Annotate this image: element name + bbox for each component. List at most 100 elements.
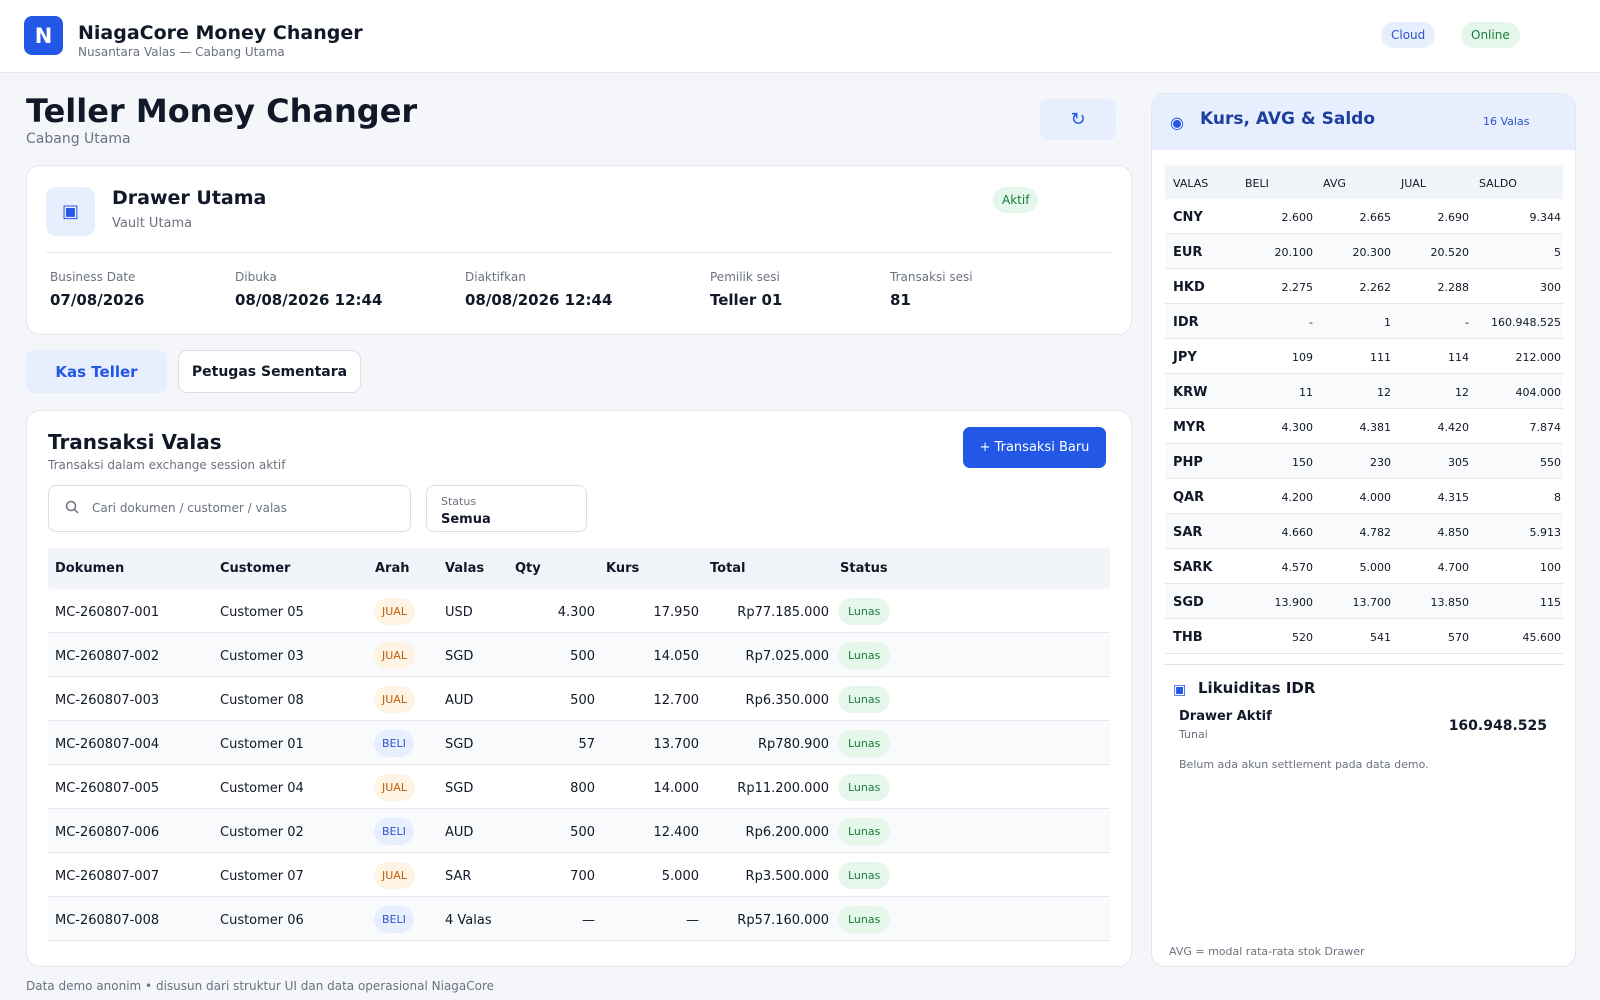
rate-balance: 160.948.525: [1491, 316, 1561, 329]
meta-label: Dibuka: [235, 270, 277, 284]
rate-row[interactable]: IDR - 1 - 160.948.525: [1165, 304, 1563, 339]
meta-label: Pemilik sesi: [710, 270, 780, 284]
table-row[interactable]: MC-260807-005 Customer 04 JUAL SGD 800 14.000…: [48, 765, 1110, 809]
column-header[interactable]: Status: [840, 561, 888, 576]
cell-customer: Customer 03: [220, 649, 304, 664]
rate-avg: 5.000: [1359, 561, 1392, 574]
rate-avg: 20.300: [1352, 246, 1392, 259]
rate-balance: 550: [1540, 456, 1561, 469]
cell-total: Rp780.900: [757, 737, 829, 752]
table-row[interactable]: MC-260807-007 Customer 07 JUAL SAR 700 5.000 R…: [48, 853, 1110, 897]
cell-customer: Customer 02: [220, 825, 304, 840]
rate-row[interactable]: CNY 2.600 2.665 2.690 9.344: [1165, 199, 1563, 234]
cell-customer: Customer 01: [220, 737, 304, 752]
transactions-title: Transaksi Valas: [48, 430, 222, 454]
rate-avg: 2.262: [1359, 281, 1392, 294]
rates-title: Kurs, AVG & Saldo: [1200, 109, 1376, 129]
table-row[interactable]: MC-260807-004 Customer 01 BELI SGD 57 13.700 R…: [48, 721, 1110, 765]
cell-total: Rp6.350.000: [745, 693, 829, 708]
cell-total: Rp57.160.000: [737, 913, 829, 928]
cell-rate: 14.050: [653, 649, 700, 664]
table-row[interactable]: MC-260807-003 Customer 08 JUAL AUD 500 12.700…: [48, 677, 1110, 721]
search-input[interactable]: Cari dokumen / customer / valas: [48, 485, 411, 532]
column-header[interactable]: Customer: [220, 561, 291, 576]
cell-document[interactable]: MC-260807-004: [55, 737, 160, 752]
cell-currency: SGD: [445, 649, 474, 664]
rate-row[interactable]: JPY 109 111 114 212.000: [1165, 339, 1563, 374]
avg-note: AVG = modal rata-rata stok Drawer: [1169, 945, 1365, 958]
rate-currency-code: SARK: [1173, 560, 1213, 575]
table-row[interactable]: MC-260807-002 Customer 03 JUAL SGD 500 14.050…: [48, 633, 1110, 677]
cell-rate: 12.400: [653, 825, 700, 840]
divider: [1165, 664, 1563, 665]
cell-document[interactable]: MC-260807-002: [55, 649, 160, 664]
meta-diaktifkan: Diaktifkan 08/08/2026 12:44: [465, 270, 612, 309]
column-header[interactable]: Dokumen: [55, 561, 125, 576]
cell-document[interactable]: MC-260807-007: [55, 869, 160, 884]
rates-column-header: AVG: [1323, 177, 1346, 190]
rate-buy: 4.570: [1281, 561, 1314, 574]
rate-avg: 4.381: [1359, 421, 1392, 434]
rate-sell: 570: [1448, 631, 1469, 644]
app-logo[interactable]: N: [24, 16, 63, 55]
rate-row[interactable]: SAR 4.660 4.782 4.850 5.913: [1165, 514, 1563, 549]
rate-row[interactable]: SARK 4.570 5.000 4.700 100: [1165, 549, 1563, 584]
cell-document[interactable]: MC-260807-006: [55, 825, 160, 840]
cell-document[interactable]: MC-260807-008: [55, 913, 160, 928]
rates-icon: ◉: [1170, 113, 1184, 132]
rate-balance: 404.000: [1515, 386, 1562, 399]
table-row[interactable]: MC-260807-001 Customer 05 JUAL USD 4.300 17.9…: [48, 589, 1110, 633]
cell-qty: 500: [570, 825, 595, 840]
rate-row[interactable]: HKD 2.275 2.262 2.288 300: [1165, 269, 1563, 304]
rate-currency-code: KRW: [1173, 385, 1208, 400]
cell-qty: 500: [570, 649, 595, 664]
cell-qty: 500: [570, 693, 595, 708]
column-header[interactable]: Arah: [375, 561, 410, 576]
status-badge: Lunas: [838, 642, 891, 669]
rate-row[interactable]: KRW 11 12 12 404.000: [1165, 374, 1563, 409]
status-badge: Lunas: [838, 774, 891, 801]
rate-row[interactable]: QAR 4.200 4.000 4.315 8: [1165, 479, 1563, 514]
cell-document[interactable]: MC-260807-003: [55, 693, 160, 708]
cell-document[interactable]: MC-260807-005: [55, 781, 160, 796]
status-badge: Lunas: [838, 730, 891, 757]
page-title: Teller Money Changer: [26, 92, 418, 130]
rate-currency-code: PHP: [1173, 455, 1203, 470]
rate-balance: 5.913: [1529, 526, 1562, 539]
rate-row[interactable]: MYR 4.300 4.381 4.420 7.874: [1165, 409, 1563, 444]
rate-sell: 12: [1455, 386, 1469, 399]
column-header[interactable]: Total: [710, 561, 746, 576]
status-badge: Lunas: [838, 862, 891, 889]
rate-row[interactable]: SGD 13.900 13.700 13.850 115: [1165, 584, 1563, 619]
rate-row[interactable]: EUR 20.100 20.300 20.520 5: [1165, 234, 1563, 269]
rate-buy: -: [1309, 316, 1313, 329]
cell-qty: 4.300: [557, 605, 595, 620]
rate-row[interactable]: PHP 150 230 305 550: [1165, 444, 1563, 479]
cell-total: Rp3.500.000: [745, 869, 829, 884]
cell-total: Rp7.025.000: [745, 649, 829, 664]
rate-row[interactable]: THB 520 541 570 45.600: [1165, 619, 1563, 654]
tab-kas-teller[interactable]: Kas Teller: [26, 350, 167, 393]
rate-buy: 20.100: [1274, 246, 1314, 259]
rate-buy: 4.200: [1281, 491, 1314, 504]
refresh-button[interactable]: ↻: [1040, 99, 1116, 140]
cell-total: Rp11.200.000: [737, 781, 829, 796]
cell-customer: Customer 08: [220, 693, 304, 708]
direction-badge: JUAL: [374, 598, 415, 625]
table-row[interactable]: MC-260807-008 Customer 06 BELI 4 Valas — — Rp5…: [48, 897, 1110, 941]
meta-label: Transaksi sesi: [890, 270, 973, 284]
column-header[interactable]: Qty: [515, 561, 541, 576]
status-filter-value: Semua: [441, 512, 491, 527]
new-transaction-button[interactable]: + Transaksi Baru: [963, 427, 1106, 468]
rate-avg: 2.665: [1359, 211, 1392, 224]
meta-label: Business Date: [50, 270, 136, 284]
cell-rate: 5.000: [661, 869, 699, 884]
cell-document[interactable]: MC-260807-001: [55, 605, 160, 620]
table-row[interactable]: MC-260807-006 Customer 02 BELI AUD 500 12.400…: [48, 809, 1110, 853]
rate-currency-code: JPY: [1173, 350, 1197, 365]
status-filter-select[interactable]: Status Semua: [426, 485, 587, 532]
tab-petugas-sementara[interactable]: Petugas Sementara: [178, 350, 361, 393]
column-header[interactable]: Valas: [445, 561, 485, 576]
drawer-card: ▣ Drawer Utama Vault Utama Aktif Busines…: [26, 165, 1132, 335]
column-header[interactable]: Kurs: [606, 561, 640, 576]
